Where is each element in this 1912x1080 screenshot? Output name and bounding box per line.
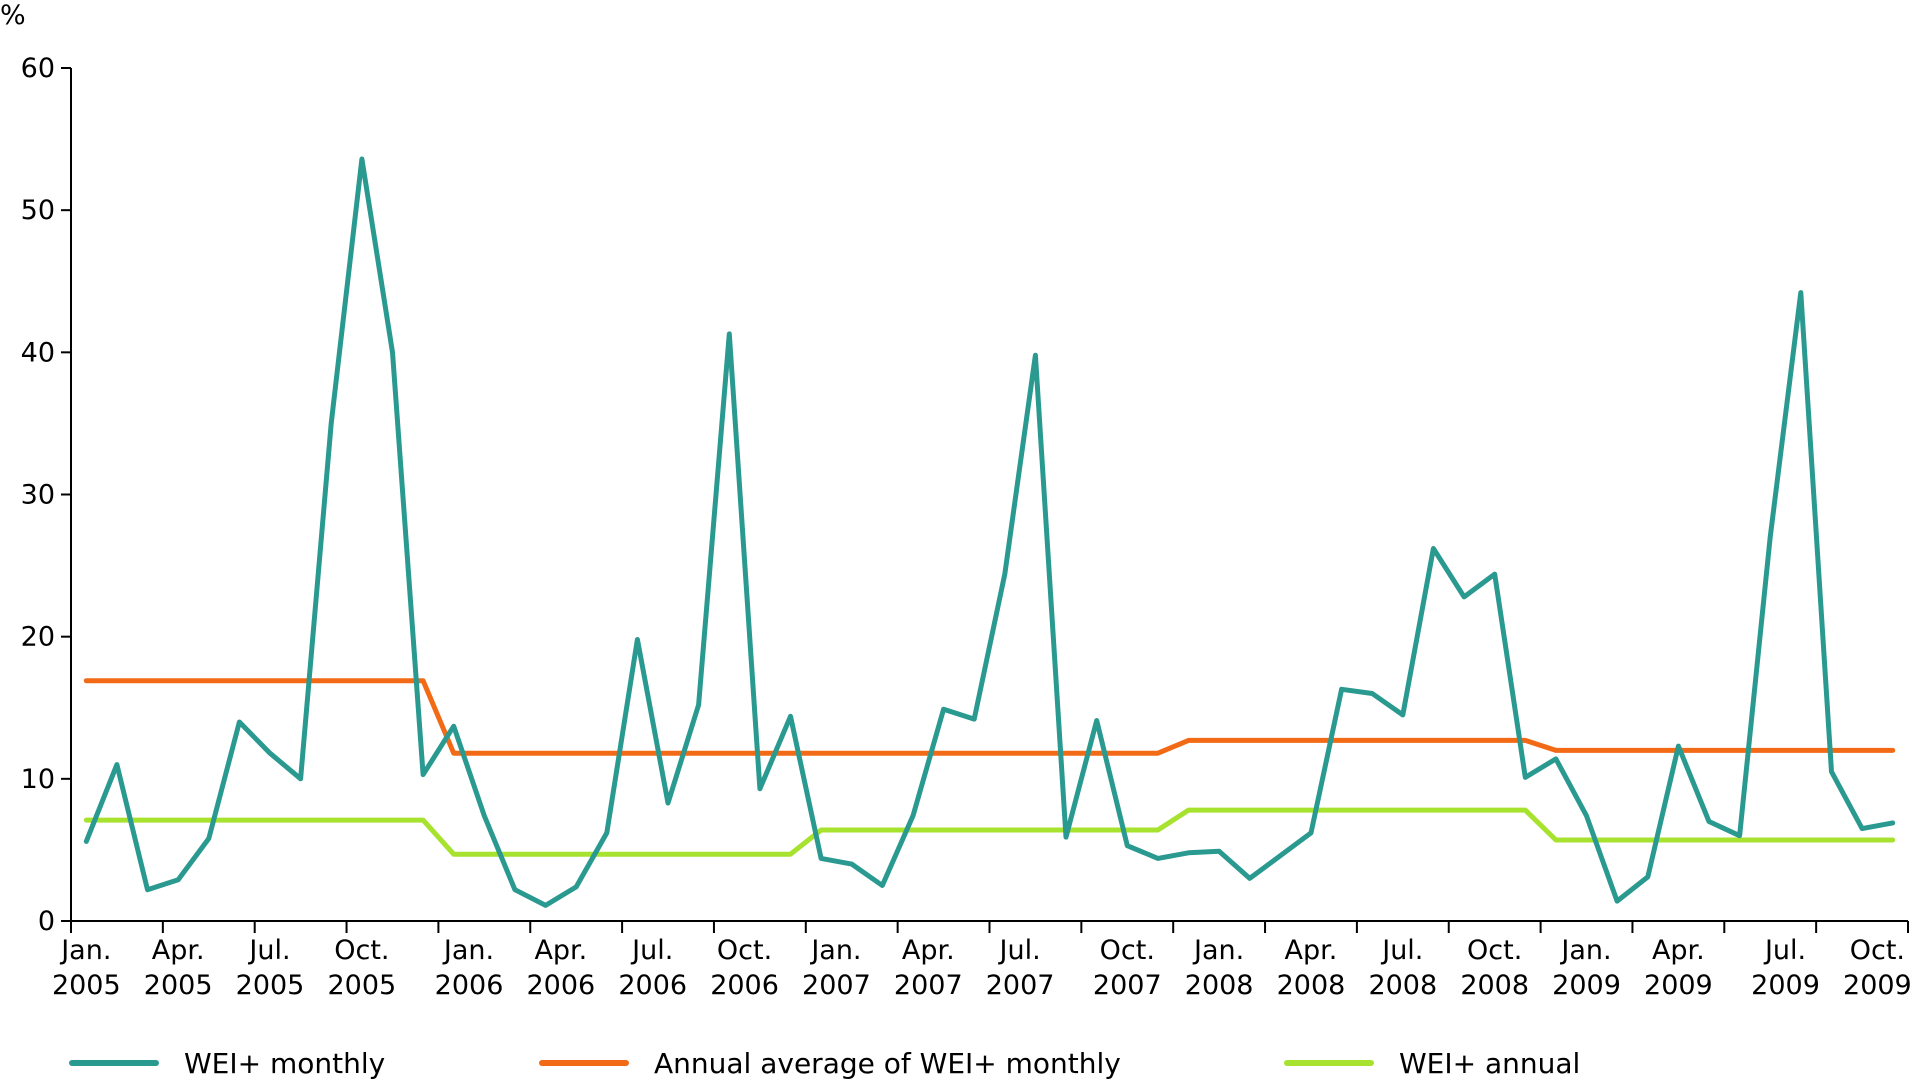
x-tick-label: 2005 — [327, 970, 396, 1001]
x-tick-label: 2007 — [894, 970, 963, 1001]
y-tick-label: 10 — [21, 764, 55, 795]
x-axis: Jan. 2005 Apr. 2005 Jul. 2005 Oct. 2005 Jan. 2006… — [52, 920, 1912, 1001]
y-tick-label: 0 — [38, 906, 55, 937]
x-tick-label: 2005 — [52, 970, 121, 1001]
x-tick-label: 2005 — [236, 970, 305, 1001]
x-tick-label: Jul. — [1763, 935, 1806, 966]
x-tick-label: Oct. — [334, 935, 389, 966]
x-tick-label: 2008 — [1460, 970, 1529, 1001]
x-tick-label: 2007 — [1093, 970, 1162, 1001]
x-tick-label: Oct. — [1850, 935, 1905, 966]
x-tick-label: Jan. — [59, 935, 111, 966]
x-tick-label: 2005 — [144, 970, 213, 1001]
y-axis: 0 10 20 30 40 50 60 — [21, 53, 72, 937]
x-tick-label: Apr. — [1285, 935, 1338, 966]
x-tick-label: Jan. — [809, 935, 861, 966]
x-tick-label: 2009 — [1644, 970, 1713, 1001]
x-tick-label: 2009 — [1843, 970, 1912, 1001]
y-axis-unit-label: % — [0, 0, 26, 31]
series-line-wei-monthly — [83, 156, 1896, 908]
x-tick-label: 2006 — [618, 970, 687, 1001]
legend-label: Annual average of WEI+ monthly — [654, 1047, 1121, 1080]
y-tick-label: 40 — [21, 337, 55, 368]
series-line-wei-annual — [83, 807, 1896, 857]
x-tick-label: Jul. — [1380, 935, 1423, 966]
x-tick-label: Apr. — [902, 935, 955, 966]
x-tick-label: Jan. — [1192, 935, 1244, 966]
series-line-annual-average-of-wei-monthly — [83, 678, 1896, 756]
legend: WEI+ monthly Annual average of WEI+ month… — [69, 1047, 1580, 1080]
x-tick-label: 2008 — [1368, 970, 1437, 1001]
x-tick-label: Jul. — [630, 935, 673, 966]
x-tick-label: Oct. — [717, 935, 772, 966]
x-tick-label: 2006 — [710, 970, 779, 1001]
x-tick-label: Apr. — [152, 935, 205, 966]
x-tick-label: 2008 — [1277, 970, 1346, 1001]
legend-label: WEI+ annual — [1399, 1047, 1580, 1080]
x-tick-label: 2006 — [527, 970, 596, 1001]
x-tick-label: Oct. — [1467, 935, 1522, 966]
x-tick-label: Jan. — [1559, 935, 1611, 966]
y-tick-label: 50 — [21, 195, 55, 226]
y-tick-label: 30 — [21, 480, 55, 511]
x-tick-label: 2006 — [435, 970, 504, 1001]
x-tick-label: Apr. — [534, 935, 587, 966]
y-tick-label: 60 — [21, 53, 55, 84]
series-lines — [83, 156, 1896, 908]
x-tick-label: 2009 — [1552, 970, 1621, 1001]
x-tick-label: Jul. — [998, 935, 1041, 966]
x-tick-label: Oct. — [1100, 935, 1155, 966]
y-tick-label: 20 — [21, 622, 55, 653]
x-tick-label: Apr. — [1652, 935, 1705, 966]
x-tick-label: 2007 — [986, 970, 1055, 1001]
legend-label: WEI+ monthly — [184, 1047, 385, 1080]
x-tick-label: 2008 — [1185, 970, 1254, 1001]
x-tick-label: Jan. — [442, 935, 494, 966]
x-tick-label: Jul. — [247, 935, 290, 966]
x-tick-label: 2009 — [1751, 970, 1820, 1001]
x-tick-label: 2007 — [802, 970, 871, 1001]
